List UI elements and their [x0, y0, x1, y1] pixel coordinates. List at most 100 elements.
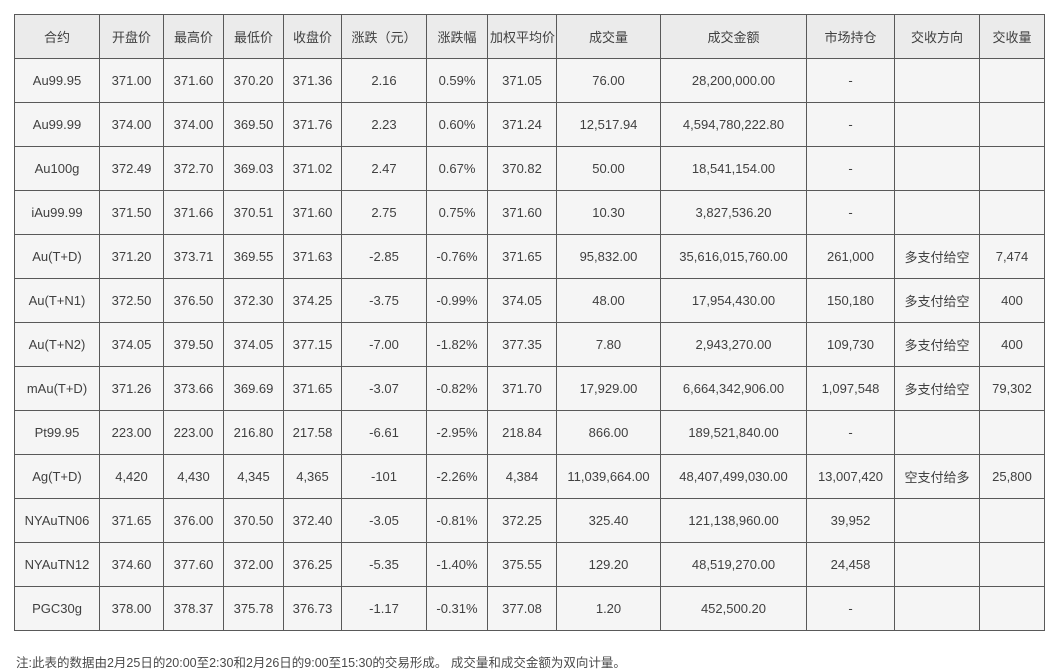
cell-turnover: 18,541,154.00: [660, 146, 807, 191]
cell-contract: Au100g: [14, 146, 100, 191]
cell-change-percent: -0.81%: [426, 498, 488, 543]
cell-open-interest: 150,180: [806, 278, 895, 323]
cell-open-price: 4,420: [99, 454, 164, 499]
cell-close-price: 372.40: [283, 498, 342, 543]
cell-close-price: 371.02: [283, 146, 342, 191]
cell-change-yuan: 2.47: [341, 146, 427, 191]
cell-open-interest: 1,097,548: [806, 366, 895, 411]
cell-change-yuan: -2.85: [341, 234, 427, 279]
cell-open-interest: -: [806, 58, 895, 103]
cell-open-price: 378.00: [99, 586, 164, 631]
cell-open-price: 371.50: [99, 190, 164, 235]
cell-high-price: 379.50: [163, 322, 224, 367]
table-row: iAu99.99 371.50 371.66 370.51 371.60 2.7…: [14, 190, 1045, 235]
cell-delivery-direction: 空支付给多: [894, 454, 980, 499]
cell-contract: Ag(T+D): [14, 454, 100, 499]
cell-open-price: 372.50: [99, 278, 164, 323]
cell-close-price: 4,365: [283, 454, 342, 499]
cell-turnover: 189,521,840.00: [660, 410, 807, 455]
cell-delivery-volume: 7,474: [979, 234, 1045, 279]
cell-open-price: 371.20: [99, 234, 164, 279]
column-header: 成交量: [556, 14, 661, 59]
column-header: 收盘价: [283, 14, 342, 59]
cell-weighted-avg-price: 371.24: [487, 102, 557, 147]
cell-open-price: 223.00: [99, 410, 164, 455]
cell-change-percent: 0.67%: [426, 146, 488, 191]
cell-turnover: 121,138,960.00: [660, 498, 807, 543]
cell-change-yuan: -3.05: [341, 498, 427, 543]
cell-open-price: 374.00: [99, 102, 164, 147]
cell-low-price: 369.03: [223, 146, 284, 191]
cell-close-price: 374.25: [283, 278, 342, 323]
table-row: Au100g 372.49 372.70 369.03 371.02 2.47 …: [14, 146, 1045, 191]
cell-high-price: 374.00: [163, 102, 224, 147]
table-row: Au(T+N2) 374.05 379.50 374.05 377.15 -7.…: [14, 322, 1045, 367]
cell-volume: 48.00: [556, 278, 661, 323]
cell-change-percent: -0.76%: [426, 234, 488, 279]
cell-close-price: 371.60: [283, 190, 342, 235]
cell-turnover: 17,954,430.00: [660, 278, 807, 323]
cell-open-interest: 13,007,420: [806, 454, 895, 499]
cell-open-interest: 261,000: [806, 234, 895, 279]
cell-turnover: 6,664,342,906.00: [660, 366, 807, 411]
cell-open-interest: 109,730: [806, 322, 895, 367]
cell-open-interest: -: [806, 410, 895, 455]
cell-volume: 1.20: [556, 586, 661, 631]
cell-change-yuan: -3.75: [341, 278, 427, 323]
cell-high-price: 373.66: [163, 366, 224, 411]
cell-weighted-avg-price: 375.55: [487, 542, 557, 587]
column-header: 成交金额: [660, 14, 807, 59]
footnote: 注:此表的数据由2月25日的20:00至2:30和2月26日的9:00至15:3…: [16, 656, 626, 670]
cell-change-yuan: 2.75: [341, 190, 427, 235]
cell-change-yuan: -6.61: [341, 410, 427, 455]
cell-open-price: 374.05: [99, 322, 164, 367]
cell-change-percent: 0.60%: [426, 102, 488, 147]
table-row: Au99.99 374.00 374.00 369.50 371.76 2.23…: [14, 102, 1045, 147]
cell-open-price: 371.65: [99, 498, 164, 543]
cell-weighted-avg-price: 372.25: [487, 498, 557, 543]
table-row: Au(T+D) 371.20 373.71 369.55 371.63 -2.8…: [14, 234, 1045, 279]
cell-volume: 50.00: [556, 146, 661, 191]
cell-low-price: 372.00: [223, 542, 284, 587]
cell-low-price: 369.69: [223, 366, 284, 411]
column-header: 交收量: [979, 14, 1045, 59]
cell-turnover: 28,200,000.00: [660, 58, 807, 103]
cell-high-price: 373.71: [163, 234, 224, 279]
cell-delivery-direction: [894, 102, 980, 147]
cell-high-price: 377.60: [163, 542, 224, 587]
cell-low-price: 374.05: [223, 322, 284, 367]
table-row: Ag(T+D) 4,420 4,430 4,345 4,365 -101 -2.…: [14, 454, 1045, 499]
cell-weighted-avg-price: 370.82: [487, 146, 557, 191]
table-row: Au(T+N1) 372.50 376.50 372.30 374.25 -3.…: [14, 278, 1045, 323]
column-header: 交收方向: [894, 14, 980, 59]
cell-delivery-direction: [894, 542, 980, 587]
cell-delivery-volume: [979, 190, 1045, 235]
cell-weighted-avg-price: 374.05: [487, 278, 557, 323]
cell-weighted-avg-price: 218.84: [487, 410, 557, 455]
cell-volume: 11,039,664.00: [556, 454, 661, 499]
column-header: 最低价: [223, 14, 284, 59]
cell-high-price: 4,430: [163, 454, 224, 499]
cell-turnover: 48,519,270.00: [660, 542, 807, 587]
cell-low-price: 370.20: [223, 58, 284, 103]
column-header: 市场持仓: [806, 14, 895, 59]
cell-change-yuan: -1.17: [341, 586, 427, 631]
cell-delivery-volume: [979, 146, 1045, 191]
cell-weighted-avg-price: 377.35: [487, 322, 557, 367]
cell-open-interest: -: [806, 146, 895, 191]
table-header: 合约 开盘价 最高价 最低价 收盘价 涨跌（元） 涨跌幅 加权平均价 成交量: [14, 14, 1045, 59]
table-row: mAu(T+D) 371.26 373.66 369.69 371.65 -3.…: [14, 366, 1045, 411]
cell-turnover: 2,943,270.00: [660, 322, 807, 367]
cell-volume: 129.20: [556, 542, 661, 587]
cell-contract: NYAuTN12: [14, 542, 100, 587]
cell-open-interest: -: [806, 102, 895, 147]
cell-low-price: 369.55: [223, 234, 284, 279]
cell-delivery-direction: 多支付给空: [894, 366, 980, 411]
cell-high-price: 372.70: [163, 146, 224, 191]
cell-delivery-direction: [894, 498, 980, 543]
cell-delivery-volume: 400: [979, 278, 1045, 323]
cell-change-percent: 0.59%: [426, 58, 488, 103]
cell-high-price: 223.00: [163, 410, 224, 455]
column-header: 涨跌幅: [426, 14, 488, 59]
